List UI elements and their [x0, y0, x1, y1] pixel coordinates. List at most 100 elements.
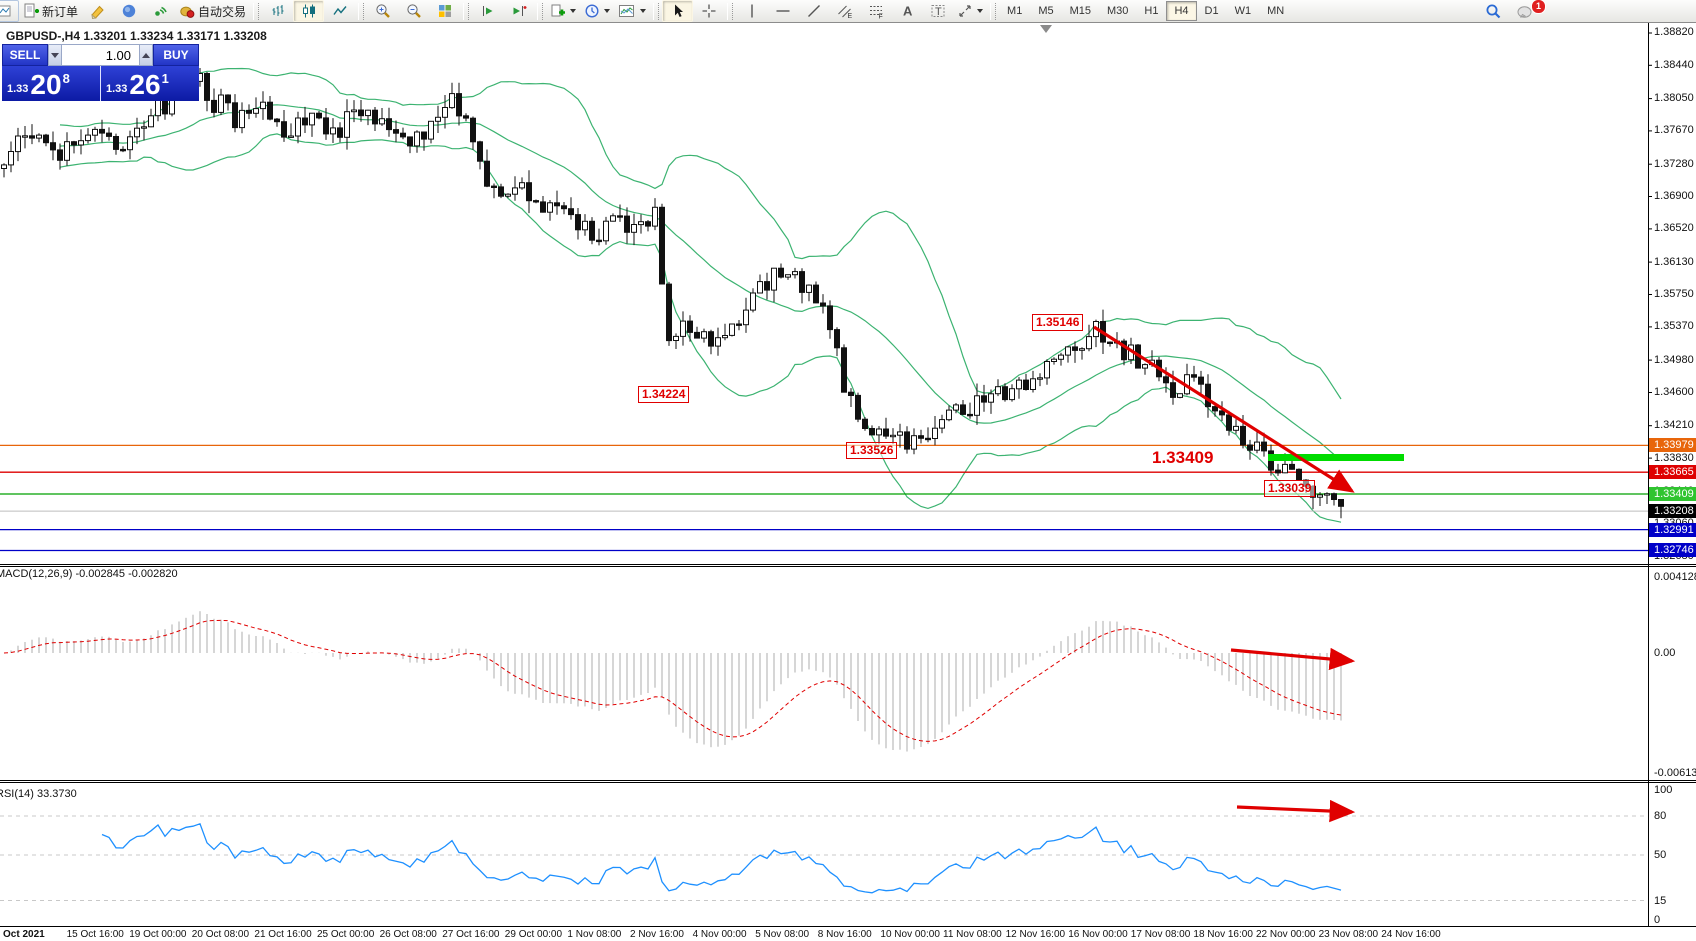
timeframe-m15-button[interactable]: M15: [1069, 5, 1091, 17]
clipped-toolbar-icon[interactable]: [0, 0, 19, 22]
trendline-tool-button[interactable]: [798, 0, 829, 22]
time-label-0: Oct 2021: [3, 929, 45, 940]
chart-shift-button[interactable]: [503, 0, 534, 22]
channel-tool-button[interactable]: E: [829, 0, 860, 22]
fibonacci-tool-button[interactable]: F: [860, 0, 891, 22]
period-clock-button[interactable]: [580, 0, 614, 22]
volume-input[interactable]: 1.00: [62, 44, 139, 66]
annotation-big-price-label[interactable]: 1.33409: [1152, 448, 1214, 467]
notifications-button[interactable]: 1: [1509, 0, 1546, 23]
zoom-out-button[interactable]: [398, 0, 429, 22]
bollinger-bands: [59, 67, 1342, 523]
buy-price[interactable]: 1.33 26 1: [101, 66, 199, 101]
text-label-icon: T: [931, 5, 945, 18]
time-label-14: 10 Nov 00:00: [880, 929, 940, 940]
time-label-11: 4 Nov 00:00: [692, 929, 747, 940]
macd-indicator: [3, 611, 1342, 752]
timeframe-toolbar: M1 M5 M15 M30 H1 H4 D1 W1 MN: [999, 1, 1292, 21]
bar-chart-type-button[interactable]: [262, 0, 293, 22]
fibonacci-icon: F: [869, 6, 882, 19]
zoom-in-button[interactable]: [367, 0, 398, 22]
dropdown-caret-icon: [640, 9, 647, 13]
crayon-button[interactable]: [82, 0, 113, 22]
rsi-axis-100: 100: [1654, 784, 1673, 796]
new-order-menu-button[interactable]: [546, 0, 580, 22]
new-order-button[interactable]: 新订单: [19, 0, 82, 22]
signals-button[interactable]: [144, 0, 175, 22]
volume-increase-button[interactable]: [139, 44, 153, 66]
arrows-tool-button[interactable]: [953, 0, 987, 22]
sell-button[interactable]: SELL: [2, 44, 48, 66]
new-order-icon: [24, 3, 39, 18]
toolbar-separator: [463, 2, 470, 20]
cursor-tool-button[interactable]: [662, 0, 694, 22]
volume-decrease-button[interactable]: [48, 44, 62, 66]
price-badge-1.33979: 1.33979: [1649, 438, 1696, 453]
buy-button[interactable]: BUY: [153, 44, 199, 66]
community-button[interactable]: [113, 0, 144, 22]
clock-icon: [585, 4, 599, 18]
timeframe-h4-button[interactable]: H4: [1166, 1, 1197, 21]
horizontal-line-tool-button[interactable]: [767, 0, 798, 22]
label-tool-button[interactable]: T: [922, 0, 953, 22]
time-label-3: 20 Oct 08:00: [191, 929, 250, 940]
dropdown-caret-icon: [570, 9, 577, 13]
auto-trading-label: 自动交易: [198, 4, 247, 19]
timeframe-d1-button[interactable]: D1: [1204, 5, 1219, 17]
rsi-axis-0: 0: [1654, 914, 1661, 926]
text-icon: A: [903, 4, 913, 19]
toolbar-separator: [727, 2, 734, 20]
search-button[interactable]: [1478, 1, 1509, 23]
crosshair-tool-button[interactable]: [693, 0, 724, 22]
macd-label: MACD(12,26,9) -0.002845 -0.002820: [0, 568, 178, 580]
chart-snapshot-icon: [619, 5, 635, 17]
annotation-price-box[interactable]: 1.35146: [1032, 314, 1084, 331]
macd-panel[interactable]: [0, 567, 1648, 780]
svg-text:E: E: [847, 13, 852, 19]
trend-arrow-3[interactable]: [1236, 799, 1356, 823]
sell-price-sup: 8: [62, 71, 70, 86]
trend-arrow-1[interactable]: [1093, 325, 1355, 493]
rsi-label: RSI(14) 33.3730: [0, 788, 77, 800]
timeframe-m5-button[interactable]: M5: [1038, 5, 1054, 17]
buy-price-small: 1.33: [106, 83, 128, 95]
price-badge-1.33208: 1.33208: [1649, 504, 1696, 519]
price-badge-1.32746: 1.32746: [1649, 543, 1696, 558]
text-tool-button[interactable]: A: [891, 0, 922, 22]
timeframe-h1-button[interactable]: H1: [1144, 5, 1159, 17]
toolbar-separator: [253, 2, 260, 20]
candlestick-chart-type-button[interactable]: [293, 0, 325, 22]
timeframe-m1-button[interactable]: M1: [1007, 5, 1023, 17]
notification-count-badge: 1: [1531, 0, 1546, 14]
annotation-price-box[interactable]: 1.33039: [1264, 480, 1316, 497]
chart-shift-marker[interactable]: [1040, 25, 1052, 33]
buy-price-sup: 1: [161, 71, 169, 86]
main-chart-panel[interactable]: [0, 23, 1648, 564]
support-zone-bar[interactable]: [1268, 454, 1404, 461]
timeframe-m30-button[interactable]: M30: [1107, 5, 1129, 17]
price-tick-1.38050: 1.38050: [1654, 92, 1694, 105]
annotation-price-box[interactable]: 1.33526: [846, 442, 898, 459]
annotation-price-box[interactable]: 1.34224: [638, 386, 690, 403]
time-label-21: 23 Nov 08:00: [1318, 929, 1379, 940]
time-label-16: 12 Nov 16:00: [1005, 929, 1066, 940]
price-tick-1.36130: 1.36130: [1654, 255, 1694, 268]
sell-price[interactable]: 1.33 20 8: [2, 66, 100, 101]
toolbar-separator: [358, 2, 365, 20]
chart-snapshot-button[interactable]: [614, 0, 650, 22]
timeframe-mn-button[interactable]: MN: [1267, 5, 1285, 17]
time-label-17: 16 Nov 00:00: [1068, 929, 1128, 940]
line-chart-type-button[interactable]: [324, 0, 355, 22]
vertical-line-tool-button[interactable]: [736, 0, 767, 22]
auto-scroll-button[interactable]: [472, 0, 503, 22]
trend-arrow-2[interactable]: [1230, 647, 1356, 671]
tile-windows-button[interactable]: [429, 0, 460, 22]
timeframe-w1-button[interactable]: W1: [1234, 5, 1252, 17]
horizontal-level-lines[interactable]: [0, 444, 1648, 552]
auto-trading-button[interactable]: 自动交易: [175, 0, 250, 22]
chat-bubble-icon: [1517, 5, 1531, 18]
order-plus-icon: [551, 4, 566, 17]
time-label-22: 24 Nov 16:00: [1381, 929, 1441, 940]
